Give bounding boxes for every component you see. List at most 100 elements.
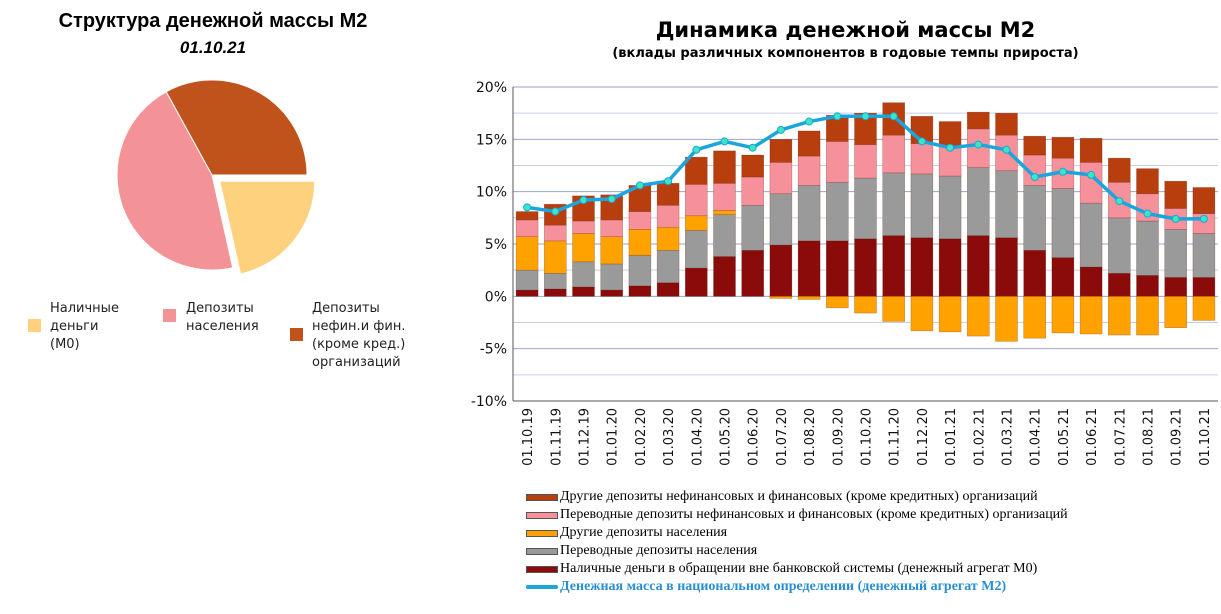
m2-point (1171, 214, 1180, 223)
y-tick-label: 15% (476, 132, 507, 148)
legend-item-other-household-deposits: Другие депозиты населения (526, 524, 1068, 542)
bar-segment (544, 240, 567, 274)
bar-segment (1192, 187, 1216, 214)
bar-segment (1051, 296, 1075, 334)
bar-segment (826, 181, 849, 242)
x-tick-label: 01.02.21 (972, 408, 987, 466)
bar-segment (1108, 217, 1131, 274)
x-tick-label: 01.02.20 (634, 408, 649, 466)
bar-segment (544, 224, 567, 242)
bar-segment (1108, 273, 1131, 297)
x-tick-label: 01.11.20 (888, 408, 903, 466)
bar-segment (1164, 229, 1187, 278)
legend-label: Другие депозиты нефинансовых и финансовы… (560, 489, 1038, 504)
legend-item-m2-line: Денежная масса в национальном определени… (526, 578, 1068, 596)
legend-item-org-deposits: Депозиты нефин.и фин. (кроме кред.) орга… (312, 300, 405, 372)
bar-segment (713, 256, 736, 297)
legend-label-line: (кроме кред.) (312, 337, 406, 352)
x-tick-label: 01.04.20 (690, 408, 705, 466)
bar-segment (600, 219, 623, 237)
x-tick-label: 01.05.20 (719, 408, 734, 466)
m2-point (946, 143, 955, 152)
bar-segment (741, 249, 764, 297)
bar-segment (769, 296, 793, 299)
m2-point (861, 112, 870, 121)
bar-segment (995, 170, 1018, 239)
bar-segment (600, 236, 623, 265)
legend-swatch (526, 511, 558, 519)
bar-segment (769, 244, 793, 297)
bar-segment (1023, 249, 1046, 297)
legend-item-cash: Наличные деньги (М0) (50, 300, 119, 354)
m2-point (1058, 167, 1067, 176)
bar-segment (628, 211, 652, 230)
bar-segment (854, 177, 877, 240)
bar-segment (628, 285, 652, 297)
bar-segment (910, 173, 934, 239)
m2-point (1143, 209, 1152, 218)
x-tick-label: 01.09.21 (1170, 408, 1185, 466)
legend-label: Наличные деньги в обращении вне банковск… (560, 561, 1038, 576)
legend-line (526, 585, 558, 589)
legend-swatch-cash (28, 319, 41, 332)
m2-point (579, 196, 588, 205)
legend-swatch (526, 529, 558, 537)
bar-segment (967, 167, 990, 236)
legend-label-line: (М0) (50, 337, 80, 352)
bar-segment (628, 229, 652, 256)
x-tick-label: 01.10.20 (860, 408, 875, 466)
legend-swatch-org-deposits (290, 328, 303, 341)
bar-segment (572, 261, 595, 288)
y-tick-label: -10% (471, 394, 507, 410)
m2-point (1087, 170, 1096, 179)
bar-segment (995, 237, 1018, 297)
bar-segment (910, 237, 934, 297)
legend-label-line: Депозиты (186, 301, 254, 316)
bar-segment (826, 240, 849, 297)
m2-point (1199, 214, 1208, 223)
legend-label-line: нефин.и фин. (312, 319, 406, 334)
x-tick-label: 01.08.20 (803, 408, 818, 466)
bar-segment (995, 296, 1018, 342)
m2-point (720, 137, 729, 146)
m2-point (1115, 197, 1124, 206)
bar-segment (1051, 188, 1075, 258)
x-tick-label: 01.08.21 (1142, 408, 1157, 466)
bar-chart-subtitle: (вклады различных компонентов в годовые … (612, 46, 1079, 61)
bar-segment (656, 249, 680, 284)
bar-segment (1051, 257, 1075, 297)
bar-segment (713, 150, 736, 184)
bar-segment (797, 155, 821, 186)
bar-segment (572, 286, 595, 297)
bar-segment (1136, 275, 1159, 297)
bar-segment (685, 267, 708, 297)
bar-segment (826, 141, 849, 183)
x-tick-label: 01.01.21 (944, 408, 959, 466)
legend-item-transfer-org-deposits: Переводные депозиты нефинансовых и финан… (526, 506, 1068, 524)
legend-label-line: деньги (50, 319, 99, 334)
y-tick-label: 5% (485, 237, 507, 253)
legend-label-line: организаций (312, 355, 401, 370)
bar-segment (600, 289, 623, 297)
m2-point (748, 143, 757, 152)
m2-point (805, 117, 814, 126)
bar-segment (797, 296, 821, 300)
bar-segment (769, 162, 793, 195)
bar-segment (882, 172, 905, 236)
bar-segment (1136, 220, 1159, 276)
bar-segment (910, 143, 934, 175)
pie-chart-date: 01.10.21 (179, 38, 247, 57)
legend-label-line: Депозиты (312, 301, 380, 316)
m2-point (551, 207, 560, 216)
bar-segment (769, 193, 793, 246)
bar-chart-legend: Другие депозиты нефинансовых и финансовы… (526, 488, 1068, 596)
bar-segment (882, 134, 905, 174)
legend-label-line: населения (186, 319, 259, 334)
bar-segment (544, 288, 567, 297)
bar-segment (854, 144, 877, 179)
bar-chart-title: Динамика денежной массы М2 (655, 18, 1036, 42)
m2-point (1002, 145, 1011, 154)
bar-segment (572, 220, 595, 234)
bar-segment (515, 211, 539, 221)
pie-chart-title: Структура денежной массы М2 (58, 10, 368, 32)
